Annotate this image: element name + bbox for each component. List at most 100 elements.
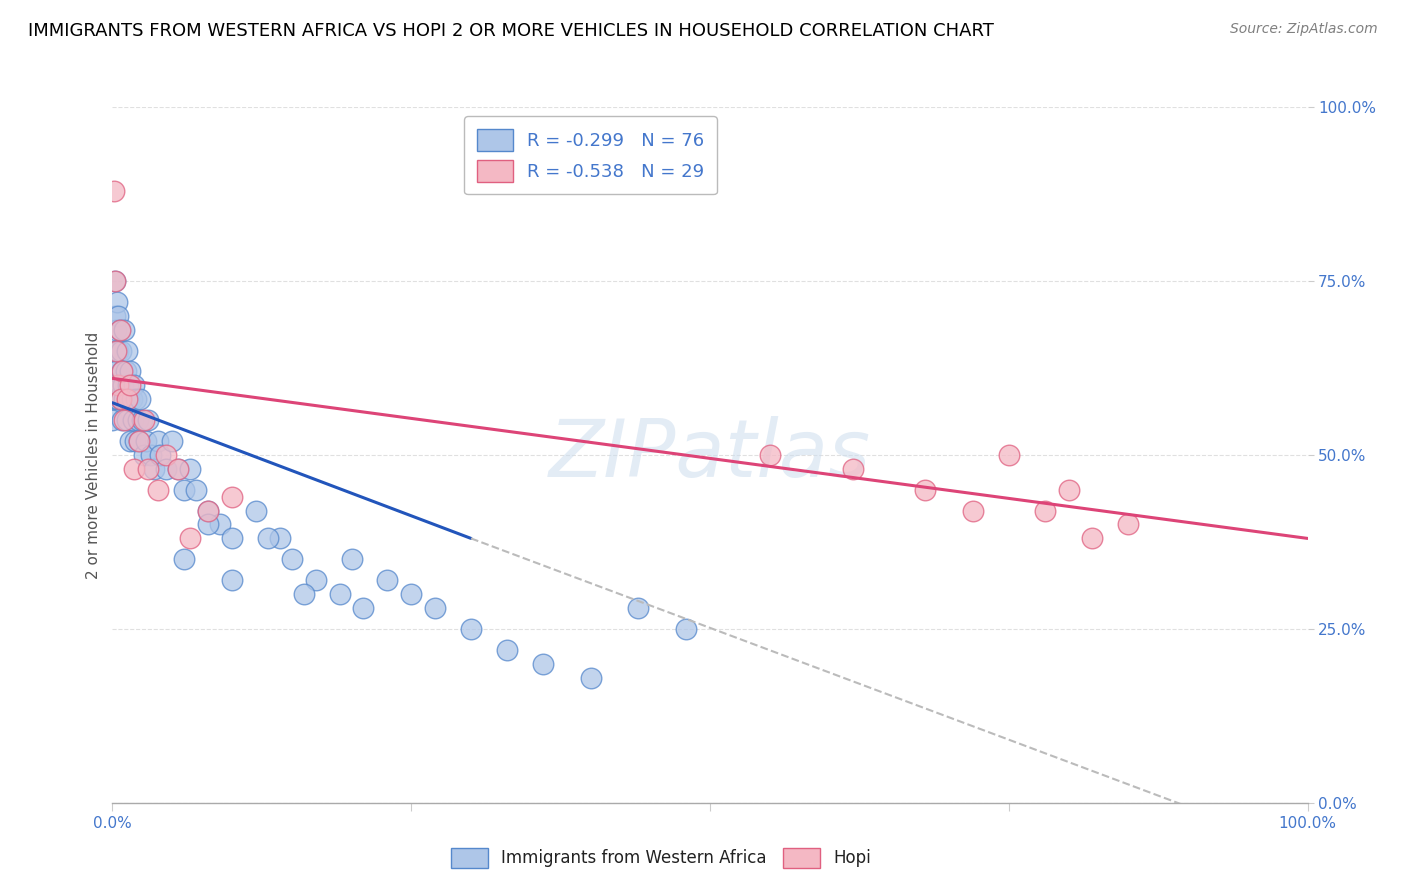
Point [132,448,155,462]
Point [998,448,1021,462]
Point [425,601,447,615]
Point [221,573,243,587]
Point [108,323,131,337]
Point [120,434,142,448]
Point [128,434,150,448]
Point [221,532,243,546]
Point [377,573,399,587]
Point [114,364,136,378]
Point [129,392,152,407]
Point [962,503,984,517]
Point [114,413,135,427]
Point [131,413,153,427]
Point [110,392,132,407]
Point [1057,483,1080,497]
Point [352,601,374,615]
Point [197,503,219,517]
Point [105,343,128,358]
Point [401,587,423,601]
Point [1081,532,1104,546]
Point [104,309,127,323]
Legend: Immigrants from Western Africa, Hopi: Immigrants from Western Africa, Hopi [444,841,877,875]
Point [105,392,128,407]
Text: ZIPatlas: ZIPatlas [548,416,872,494]
Point [117,378,139,392]
Point [103,392,125,407]
Point [328,587,352,601]
Point [197,517,219,532]
Point [107,309,129,323]
Point [304,573,326,587]
Point [292,587,315,601]
Legend: R = -0.299   N = 76, R = -0.538   N = 29: R = -0.299 N = 76, R = -0.538 N = 29 [464,116,717,194]
Point [155,448,177,462]
Point [108,323,131,337]
Point [125,392,148,407]
Point [167,462,190,476]
Point [111,364,134,378]
Point [128,434,150,448]
Point [105,294,128,309]
Point [107,392,129,407]
Point [197,503,219,517]
Point [155,462,177,476]
Point [245,503,267,517]
Point [340,552,363,566]
Point [120,378,142,392]
Point [149,448,172,462]
Point [531,657,554,671]
Point [281,552,304,566]
Point [579,671,602,685]
Point [179,462,201,476]
Point [101,413,124,427]
Point [110,343,132,358]
Point [107,378,129,392]
Point [118,392,141,407]
Point [104,274,127,288]
Point [122,378,145,392]
Point [138,413,160,427]
Point [257,532,280,546]
Point [132,413,155,427]
Point [121,413,143,427]
Point [139,448,162,462]
Point [120,364,142,378]
Point [186,483,208,497]
Point [146,483,169,497]
Point [107,343,129,358]
Point [112,378,135,392]
Point [167,462,190,476]
Point [105,343,128,358]
Point [115,392,138,407]
Point [496,642,519,657]
Text: Source: ZipAtlas.com: Source: ZipAtlas.com [1230,22,1378,37]
Point [105,364,128,378]
Point [221,490,243,504]
Point [105,323,128,337]
Point [111,364,134,378]
Point [1116,517,1139,532]
Y-axis label: 2 or more Vehicles in Household: 2 or more Vehicles in Household [86,331,101,579]
Point [179,532,201,546]
Point [135,434,157,448]
Point [675,622,697,636]
Point [104,274,127,288]
Point [759,448,782,462]
Point [114,392,135,407]
Point [460,622,482,636]
Point [914,483,936,497]
Point [110,392,132,407]
Point [121,392,143,407]
Point [1033,503,1056,517]
Point [173,483,195,497]
Point [122,462,145,476]
Point [627,601,650,615]
Point [173,552,195,566]
Point [146,434,169,448]
Point [138,462,160,476]
Point [162,434,183,448]
Point [127,413,149,427]
Point [842,462,865,476]
Point [103,364,125,378]
Point [108,378,131,392]
